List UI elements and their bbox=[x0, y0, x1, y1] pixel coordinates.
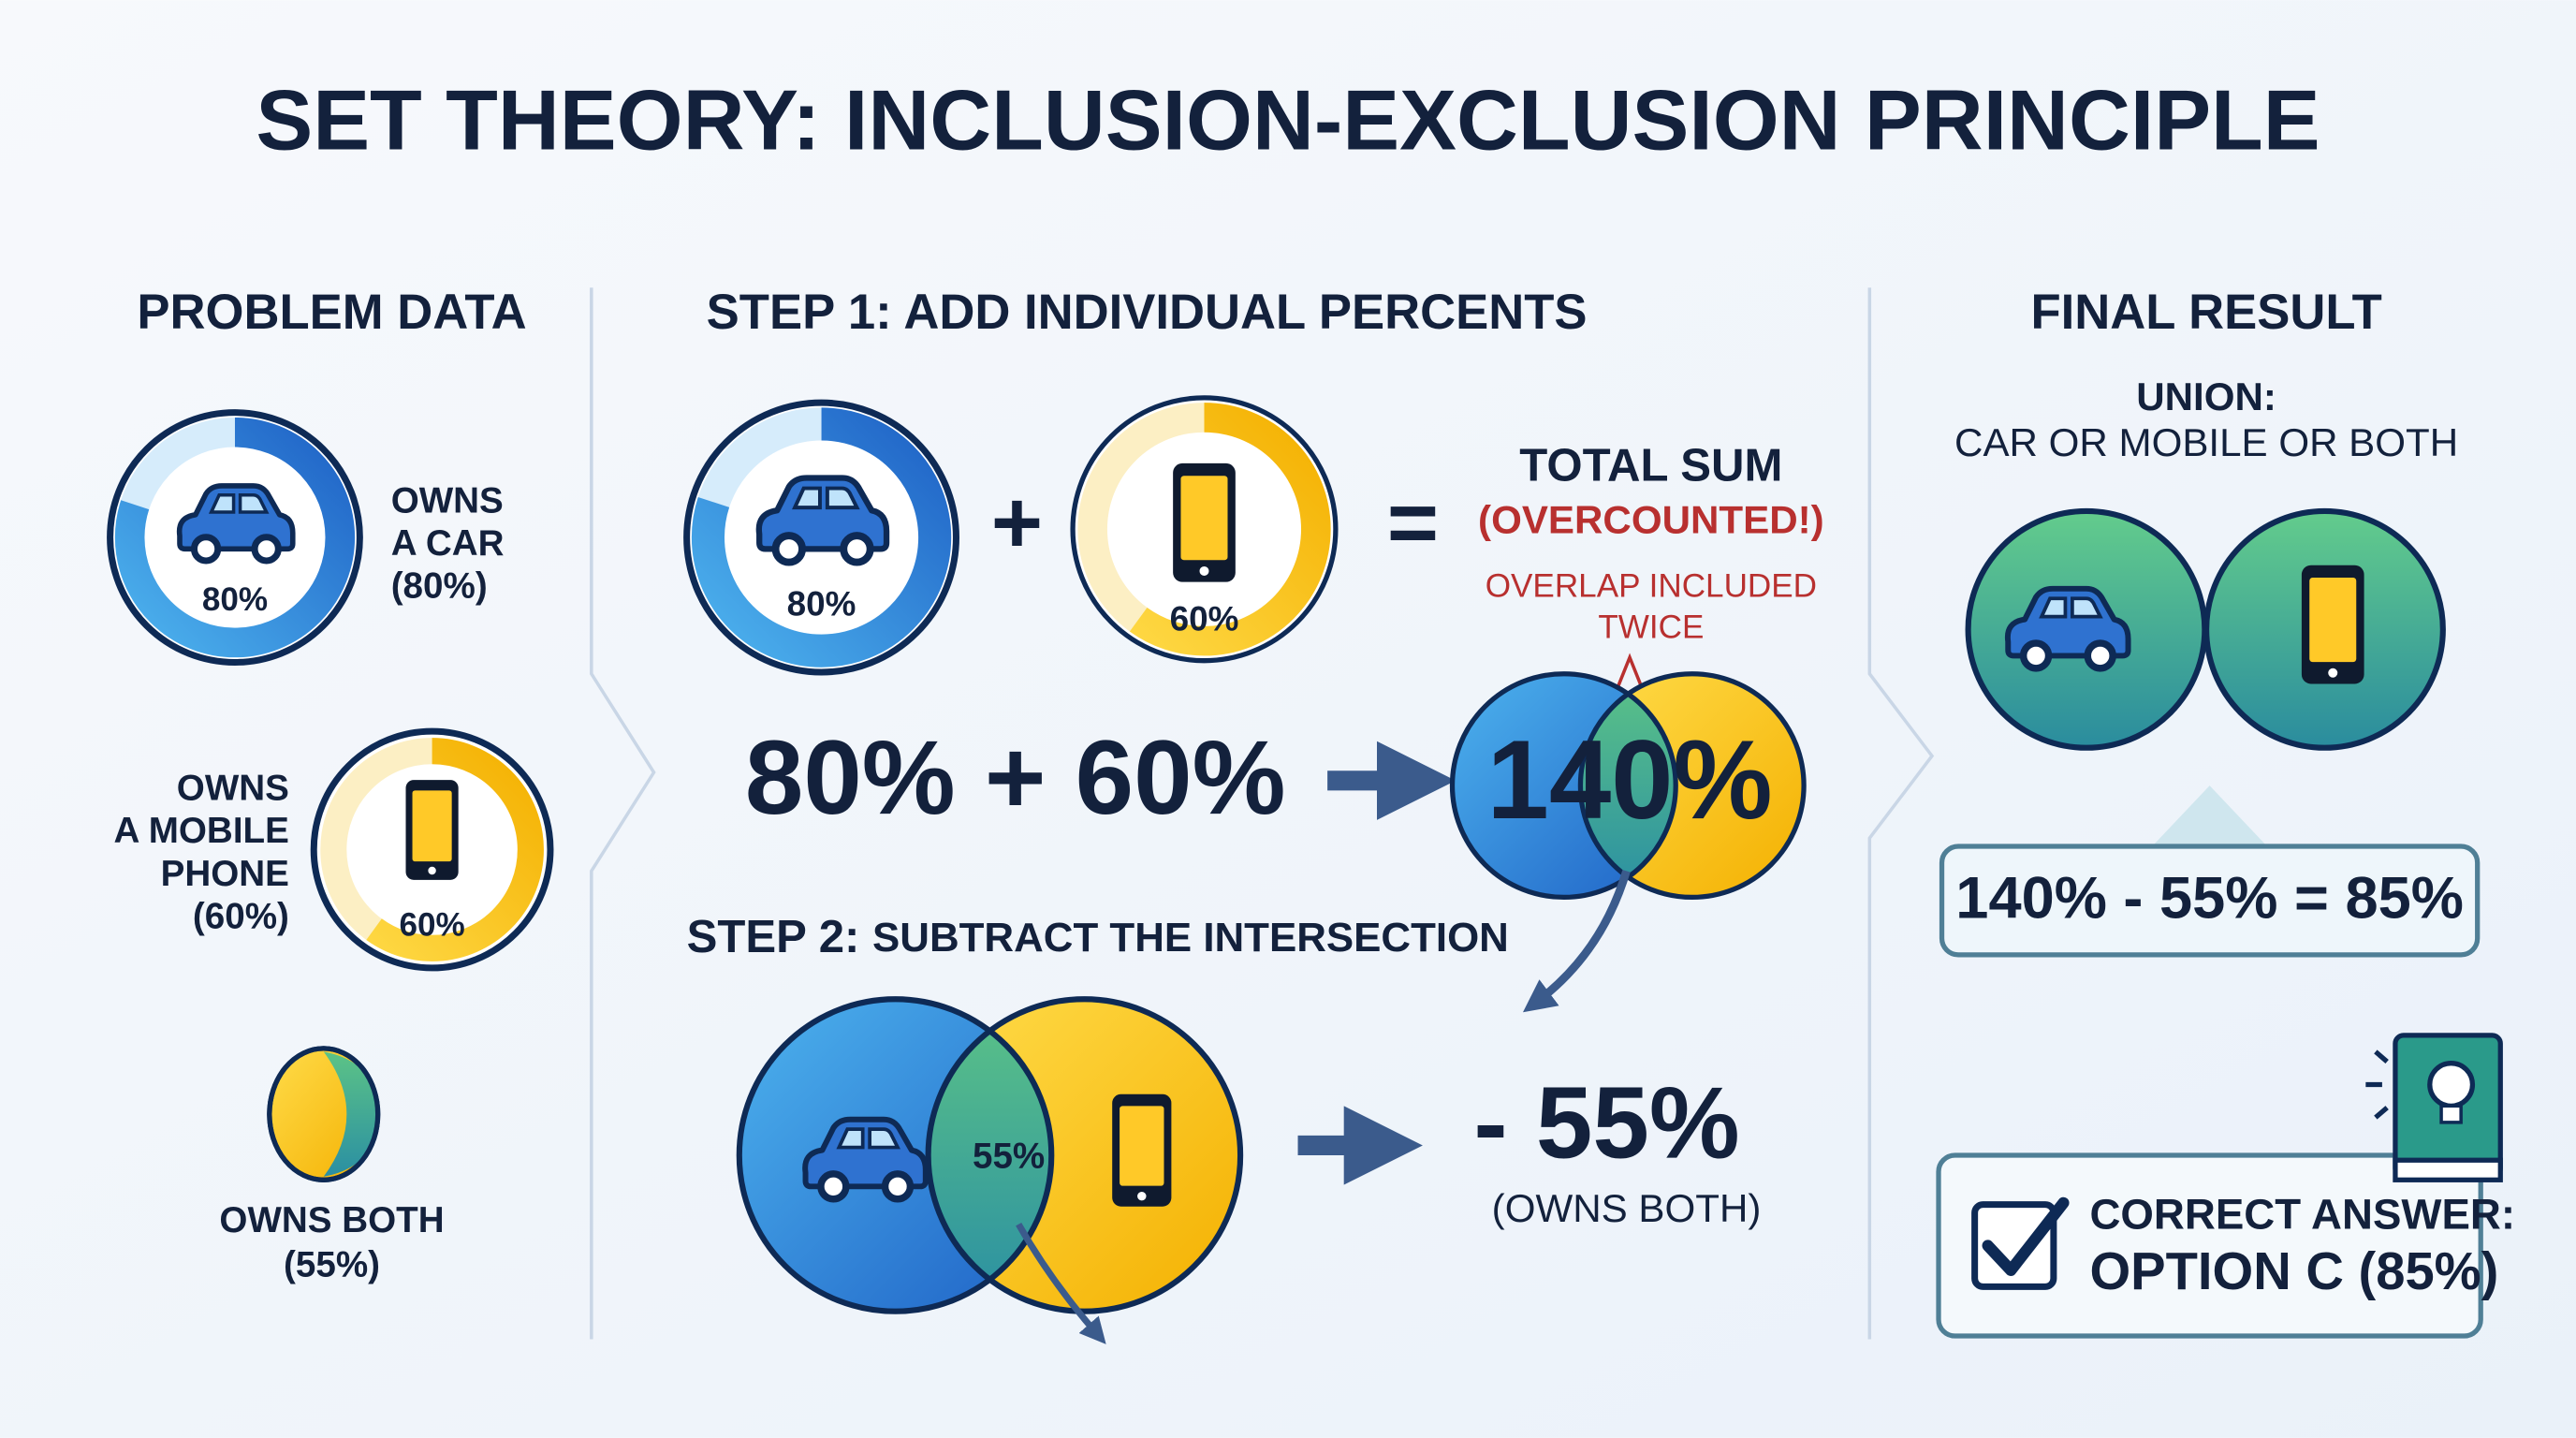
arrow bbox=[1016, 1222, 1106, 1344]
ring-arc bbox=[320, 738, 544, 961]
union-title: UNION: bbox=[2136, 374, 2276, 418]
union-subtitle: CAR OR MOBILE OR BOTH bbox=[1954, 420, 2458, 464]
ring-arc bbox=[1077, 403, 1331, 656]
heading-rest: SUBTRACT THE INTERSECTION bbox=[872, 915, 1509, 961]
both-lens bbox=[267, 1046, 381, 1182]
phone-ring: 60% bbox=[1070, 395, 1339, 664]
operator: = bbox=[1387, 473, 1439, 572]
ring-arc bbox=[114, 417, 356, 658]
caption: OWNS bbox=[177, 769, 289, 809]
section-heading: STEP 2: SUBTRACT THE INTERSECTION bbox=[687, 912, 1509, 962]
divider bbox=[1867, 287, 1935, 1340]
checkmark bbox=[1982, 1196, 2070, 1276]
heading-lead: STEP 2: bbox=[687, 912, 860, 962]
intersection-venn bbox=[736, 996, 1244, 1314]
total-heading: TOTAL SUM bbox=[1519, 440, 1782, 491]
subtract-note: (OWNS BOTH) bbox=[1492, 1186, 1762, 1230]
caption: (60%) bbox=[193, 896, 289, 936]
caption: (80%) bbox=[391, 566, 488, 607]
car-ring: 80% bbox=[107, 409, 363, 666]
title: SET THEORY: INCLUSION-EXCLUSION PRINCIPL… bbox=[256, 72, 2320, 168]
ring-label: 60% bbox=[399, 906, 464, 943]
equation-box bbox=[1939, 844, 2481, 958]
pointer bbox=[2152, 785, 2268, 847]
note: TWICE bbox=[1598, 609, 1704, 646]
ring-arc bbox=[691, 407, 952, 668]
phone-ring: 60% bbox=[310, 727, 554, 972]
total-venn bbox=[1449, 671, 1807, 901]
caption: A CAR bbox=[391, 523, 505, 564]
checkbox bbox=[1971, 1201, 2057, 1290]
divider bbox=[590, 287, 656, 1340]
note: OVERLAP INCLUDED bbox=[1486, 568, 1817, 605]
caption: (55%) bbox=[284, 1245, 380, 1285]
caption: A MOBILE bbox=[114, 811, 289, 851]
arrow bbox=[1522, 870, 1631, 1013]
equation: 140% - 55% = 85% bbox=[1955, 865, 2464, 931]
book-icon bbox=[2365, 1033, 2503, 1182]
caption: OWNS bbox=[391, 480, 504, 521]
section-heading: STEP 1: ADD INDIVIDUAL PERCENTS bbox=[707, 285, 1588, 340]
car-ring: 80% bbox=[683, 399, 959, 676]
ring-label: 60% bbox=[1170, 599, 1239, 638]
section-heading: PROBLEM DATA bbox=[137, 285, 526, 340]
answer-title: CORRECT ANSWER: bbox=[2089, 1191, 2515, 1239]
subtract: - 55% bbox=[1473, 1065, 1739, 1180]
caption: PHONE bbox=[161, 854, 289, 894]
overlap-label: 55% bbox=[973, 1137, 1045, 1177]
answer-box bbox=[1936, 1152, 2483, 1339]
sum-expression: 80% + 60% bbox=[745, 718, 1286, 836]
phone-icon bbox=[1173, 462, 1236, 582]
union-venn bbox=[1965, 507, 2446, 751]
caption: OWNS BOTH bbox=[219, 1200, 444, 1240]
warning: (OVERCOUNTED!) bbox=[1478, 497, 1824, 541]
phone-icon bbox=[405, 780, 459, 880]
operator: + bbox=[991, 473, 1043, 572]
ring-label: 80% bbox=[787, 585, 856, 624]
section-heading: FINAL RESULT bbox=[2030, 285, 2381, 340]
answer: OPTION C (85%) bbox=[2089, 1241, 2498, 1300]
total: 140% bbox=[1486, 718, 1772, 843]
ring-label: 80% bbox=[202, 581, 268, 618]
